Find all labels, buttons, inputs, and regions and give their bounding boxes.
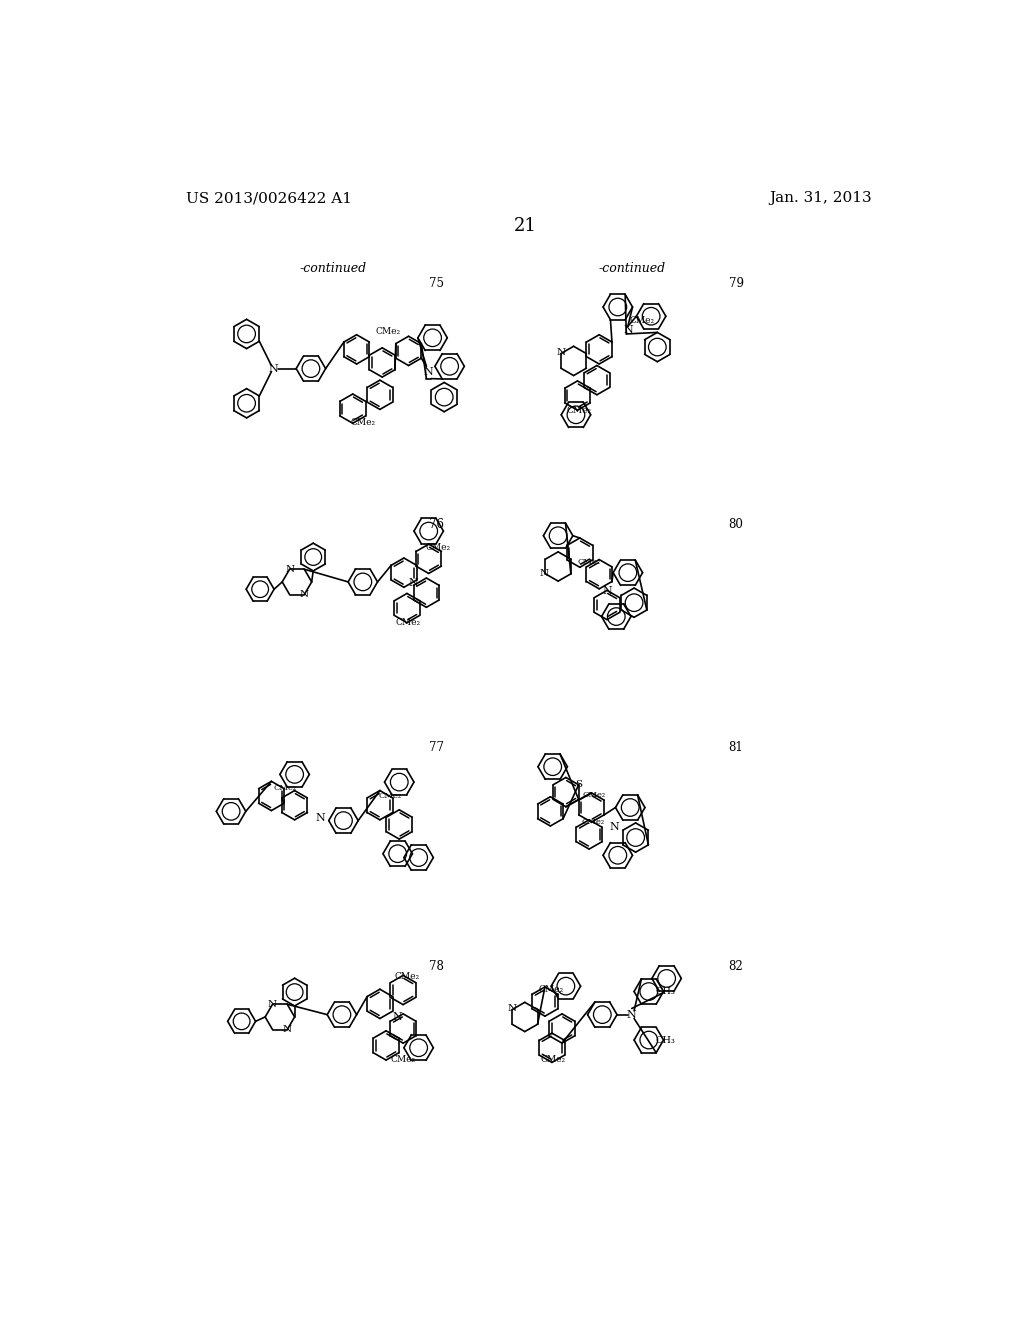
Text: 77: 77 <box>429 741 443 754</box>
Text: CMe₂: CMe₂ <box>578 558 601 566</box>
Text: CMe₂: CMe₂ <box>350 418 376 426</box>
Text: Jan. 31, 2013: Jan. 31, 2013 <box>769 191 872 206</box>
Text: N: N <box>283 1026 292 1034</box>
Text: S: S <box>575 780 583 789</box>
Text: -continued: -continued <box>598 261 666 275</box>
Text: 76: 76 <box>429 517 443 531</box>
Text: CMe₂: CMe₂ <box>425 543 451 552</box>
Text: 21: 21 <box>513 218 537 235</box>
Text: N: N <box>602 586 611 597</box>
Text: N: N <box>623 325 633 335</box>
Text: N: N <box>268 999 278 1008</box>
Text: N: N <box>627 1010 637 1019</box>
Text: CMe₂: CMe₂ <box>273 784 297 792</box>
Text: 82: 82 <box>729 961 743 973</box>
Text: CMe₂: CMe₂ <box>379 792 401 800</box>
Text: 81: 81 <box>729 741 743 754</box>
Text: CMe₂: CMe₂ <box>396 618 421 627</box>
Text: -continued: -continued <box>300 261 367 275</box>
Text: N: N <box>315 813 325 824</box>
Text: CH₃: CH₃ <box>656 987 676 997</box>
Text: N: N <box>610 822 620 832</box>
Text: CMe₂: CMe₂ <box>582 818 604 826</box>
Text: CMe₂: CMe₂ <box>390 1055 416 1064</box>
Text: CMe₂: CMe₂ <box>539 986 564 994</box>
Text: N: N <box>556 348 565 358</box>
Text: N: N <box>424 367 433 378</box>
Text: CMe₂: CMe₂ <box>583 791 606 799</box>
Text: US 2013/0026422 A1: US 2013/0026422 A1 <box>186 191 352 206</box>
Text: N: N <box>300 590 309 599</box>
Text: 80: 80 <box>729 517 743 531</box>
Text: CMe₂: CMe₂ <box>375 327 400 337</box>
Text: CH₃: CH₃ <box>656 1036 676 1044</box>
Text: N: N <box>393 1012 402 1022</box>
Text: N: N <box>285 565 294 574</box>
Text: 78: 78 <box>429 961 443 973</box>
Text: CMe₂: CMe₂ <box>630 315 654 325</box>
Text: CMe₂: CMe₂ <box>394 973 420 981</box>
Text: N: N <box>540 569 549 578</box>
Text: 75: 75 <box>429 277 443 290</box>
Text: 79: 79 <box>729 277 743 290</box>
Text: N: N <box>269 363 279 374</box>
Text: CMe₂: CMe₂ <box>541 1055 566 1064</box>
Text: CMe₂: CMe₂ <box>566 407 592 416</box>
Text: N: N <box>508 1005 517 1014</box>
Text: N: N <box>409 578 418 589</box>
